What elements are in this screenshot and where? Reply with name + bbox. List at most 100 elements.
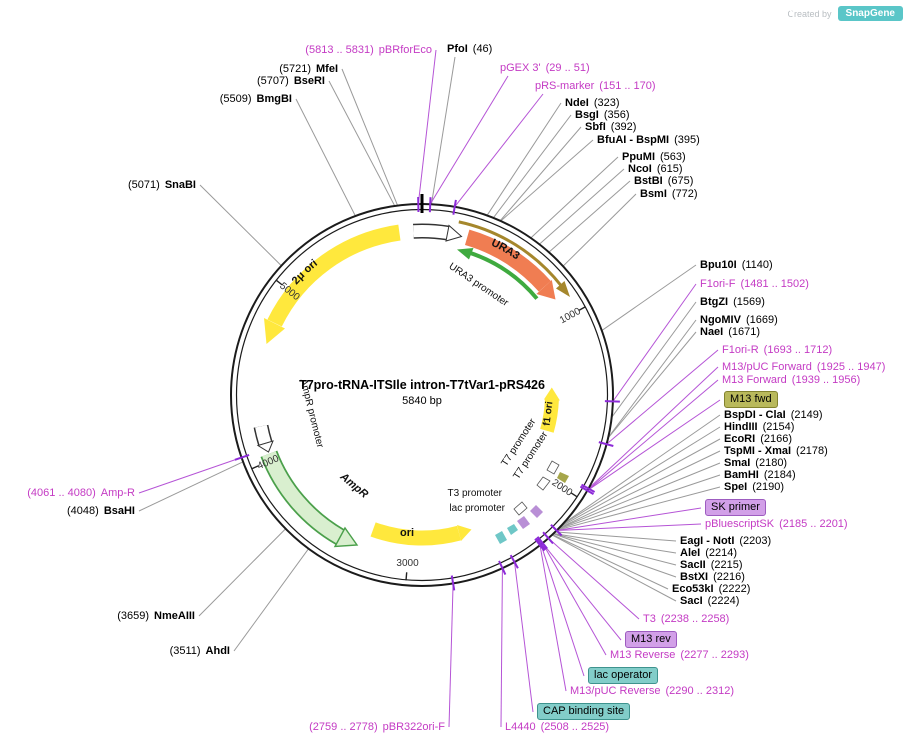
ura3-outer-arc-arrowhead <box>556 281 570 297</box>
map-label-Eco53kI[interactable]: Eco53kI (2222) <box>672 583 750 595</box>
map-label-MfeI[interactable]: (5721) MfeI <box>279 63 338 75</box>
feature-t3-lac-promoters[interactable]: T3 promoter lac promoter <box>448 488 528 516</box>
label-name: EagI - NotI <box>680 535 735 547</box>
cap-binding-site-bar[interactable] <box>495 531 507 544</box>
map-label-Bpu10I[interactable]: Bpu10I (1140) <box>700 259 773 271</box>
label-name: T3 <box>643 613 656 625</box>
feature-ura3-band[interactable] <box>464 229 551 292</box>
map-label-BsaHI[interactable]: (4048) BsaHI <box>67 505 135 517</box>
mcs-feature-bars[interactable] <box>495 472 569 544</box>
map-label-SbfI[interactable]: SbfI (392) <box>585 121 636 133</box>
map-label-CAP-binding-site[interactable]: CAP binding site <box>537 703 631 720</box>
map-label-AleI[interactable]: AleI (2214) <box>680 547 737 559</box>
map-label-F1ori-R[interactable]: F1ori-R (1693 .. 1712) <box>722 344 832 356</box>
map-label-BstXI[interactable]: BstXI (2216) <box>680 571 745 583</box>
feature-2u-ori-arrowhead <box>264 318 285 344</box>
plasmid-length: 5840 bp <box>402 395 442 407</box>
map-label-BsgI[interactable]: BsgI (356) <box>575 109 630 121</box>
map-label-M13-pUC-Forward[interactable]: M13/pUC Forward (1925 .. 1947) <box>722 361 885 373</box>
map-label-T3[interactable]: T3 (2238 .. 2258) <box>643 613 729 625</box>
feature-ampr-band[interactable] <box>262 451 344 544</box>
map-label-NmeAIII[interactable]: (3659) NmeAIII <box>117 610 195 622</box>
label-position: (2222) <box>718 583 751 595</box>
feature-ampr-promoter-band[interactable] <box>255 425 271 445</box>
map-label-NaeI[interactable]: NaeI (1671) <box>700 326 760 338</box>
map-label-BamHI[interactable]: BamHI (2184) <box>724 469 796 481</box>
map-label-HindIII[interactable]: HindIII (2154) <box>724 421 794 433</box>
m13-rev-site-bar[interactable] <box>517 516 530 529</box>
map-label-SnaBI[interactable]: (5071) SnaBI <box>128 179 196 191</box>
label-position: (151 .. 170) <box>599 80 656 92</box>
map-label-BmgBI[interactable]: (5509) BmgBI <box>220 93 292 105</box>
feature-2u-ori-band[interactable] <box>267 224 401 327</box>
map-label-BfuAI-BspMI[interactable]: BfuAI - BspMI (395) <box>597 134 700 146</box>
map-label-SacI[interactable]: SacI (2224) <box>680 595 739 607</box>
map-label-pBRforEco[interactable]: (5813 .. 5831) pBRforEco <box>305 44 432 56</box>
map-label-SmaI[interactable]: SmaI (2180) <box>724 457 787 469</box>
feature-ori[interactable]: ori <box>370 522 472 546</box>
label-position: (5071) <box>128 179 160 191</box>
label-name: SacII <box>680 559 706 571</box>
sk-primer-site-bar[interactable] <box>530 505 543 518</box>
snapgene-badge[interactable]: SnapGene <box>789 6 903 21</box>
map-label-PfoI[interactable]: PfoI (46) <box>447 43 492 55</box>
label-name: BstBI <box>634 175 663 187</box>
label-name: SacI <box>680 595 703 607</box>
map-label-PpuMI[interactable]: PpuMI (563) <box>622 151 686 163</box>
callout-line <box>542 542 607 656</box>
map-label-EcoRI[interactable]: EcoRI (2166) <box>724 433 792 445</box>
callout-line <box>553 533 677 566</box>
map-label-M13-Reverse[interactable]: M13 Reverse (2277 .. 2293) <box>610 649 749 661</box>
t7-promoter-mark-1[interactable] <box>546 460 560 475</box>
lac-operator-bar[interactable] <box>507 524 518 535</box>
map-label-TspMI-XmaI[interactable]: TspMI - XmaI (2178) <box>724 445 828 457</box>
map-label-Amp-R[interactable]: (4061 .. 4080) Amp-R <box>27 487 135 499</box>
map-label-AhdI[interactable]: (3511) AhdI <box>170 645 230 657</box>
map-label-pBluescriptSK[interactable]: pBluescriptSK (2185 .. 2201) <box>705 518 848 530</box>
map-label-NcoI[interactable]: NcoI (615) <box>628 163 683 175</box>
map-label-M13-pUC-Reverse[interactable]: M13/pUC Reverse (2290 .. 2312) <box>570 685 734 697</box>
map-label-NgoMIV[interactable]: NgoMIV (1669) <box>700 314 778 326</box>
map-label-NdeI[interactable]: NdeI (323) <box>565 97 620 109</box>
map-label-SacII[interactable]: SacII (2215) <box>680 559 742 571</box>
map-label-pGEX-3[interactable]: pGEX 3' (29 .. 51) <box>500 62 590 74</box>
label-position: (3511) <box>169 645 201 657</box>
feature-ori-band[interactable] <box>370 522 461 546</box>
green-arrow-arrowhead <box>457 248 474 260</box>
label-position: (2154) <box>762 421 795 433</box>
map-label-pBR322ori-F[interactable]: (2759 .. 2778) pBR322ori-F <box>309 721 445 733</box>
map-label-SK-primer[interactable]: SK primer <box>705 499 766 516</box>
m13-fwd-site-bar[interactable] <box>557 472 569 483</box>
primer-site-tick <box>509 554 519 569</box>
t7-promoter-mark-2[interactable] <box>536 476 551 491</box>
primer-site-tick <box>535 537 547 551</box>
callout-line <box>606 349 719 445</box>
callout-line <box>607 319 697 438</box>
map-label-lac-operator[interactable]: lac operator <box>588 667 659 684</box>
map-label-SpeI[interactable]: SpeI (2190) <box>724 481 784 493</box>
t3-promoter-mark[interactable] <box>513 501 528 516</box>
map-label-BtgZI[interactable]: BtgZI (1569) <box>700 296 765 308</box>
map-label-BstBI[interactable]: BstBI (675) <box>634 175 693 187</box>
map-label-M13-rev[interactable]: M13 rev <box>625 631 677 648</box>
label-name: pRS-marker <box>535 80 595 92</box>
feature-ura3-promoter-band[interactable] <box>413 224 449 239</box>
map-label-BsmI[interactable]: BsmI (772) <box>640 188 698 200</box>
feature-f1-ori[interactable]: f1 ori <box>540 387 560 433</box>
label-name: BsaHI <box>103 505 135 517</box>
map-label-M13-fwd[interactable]: M13 fwd <box>724 391 778 408</box>
map-label-BseRI[interactable]: (5707) BseRI <box>257 75 325 87</box>
map-label-EagI-NotI[interactable]: EagI - NotI (2203) <box>680 535 771 547</box>
map-label-pRS-marker[interactable]: pRS-marker (151 .. 170) <box>535 80 656 92</box>
label-position: (615) <box>656 163 683 175</box>
label-position: (1693 .. 1712) <box>763 344 833 356</box>
map-label-F1ori-F[interactable]: F1ori-F (1481 .. 1502) <box>700 278 809 290</box>
map-label-BspDI-ClaI[interactable]: BspDI - ClaI (2149) <box>724 409 823 421</box>
map-label-L4440[interactable]: L4440 (2508 .. 2525) <box>505 721 609 733</box>
map-label-M13-Forward[interactable]: M13 Forward (1939 .. 1956) <box>722 374 860 386</box>
feature-ampr[interactable]: AmpR <box>260 450 370 548</box>
callout-line <box>417 49 437 205</box>
label-position: (323) <box>593 97 620 109</box>
label-name: Bpu10I <box>700 259 737 271</box>
label-name: BseRI <box>293 75 325 87</box>
